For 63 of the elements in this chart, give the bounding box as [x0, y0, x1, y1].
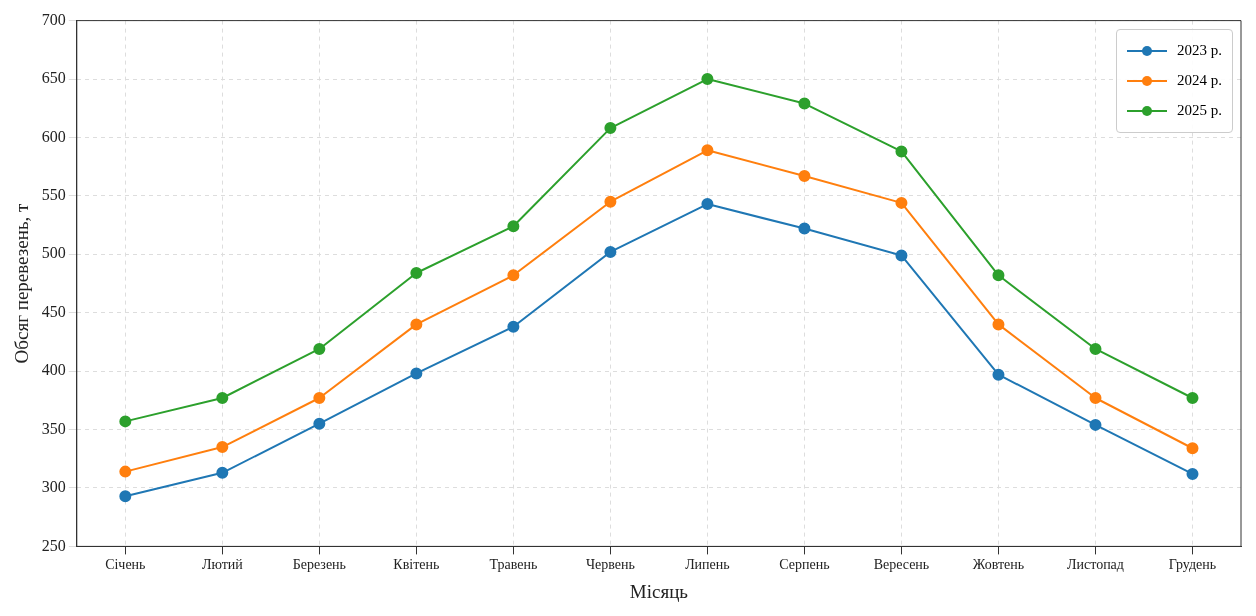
point: [604, 195, 617, 208]
y-tick-label: 250: [41, 536, 66, 554]
y-tick-label: 300: [41, 478, 66, 496]
point: [604, 245, 617, 258]
point: [216, 392, 229, 405]
x-tick-label: Листопад: [1066, 557, 1124, 573]
point: [604, 122, 617, 135]
point: [313, 342, 326, 355]
point: [798, 222, 811, 235]
x-tick-label: Квітень: [393, 557, 440, 573]
point: [507, 220, 520, 233]
x-axis-title: Місяць: [629, 580, 689, 602]
point: [798, 170, 811, 182]
x-tick-label: Жовтень: [972, 557, 1025, 573]
y-axis-title: Обсяг перевезень, т: [11, 202, 33, 364]
y-tick-label: 650: [41, 69, 66, 87]
point: [701, 73, 714, 86]
x-tick-label: Липень: [685, 557, 730, 573]
point: [992, 368, 1005, 381]
point: [119, 415, 132, 428]
point: [895, 249, 908, 262]
point: [992, 269, 1005, 282]
point: [410, 266, 423, 279]
point: [1089, 392, 1102, 405]
y-tick-label: 700: [41, 10, 66, 28]
point: [410, 318, 423, 331]
point: [1089, 342, 1102, 355]
x-tick-label: Лютий: [201, 557, 244, 573]
point: [1089, 418, 1102, 431]
y-tick-label: 350: [41, 419, 66, 437]
y-tick-label: 450: [41, 302, 66, 320]
point: [701, 144, 714, 157]
point: [1186, 392, 1199, 405]
point: [313, 417, 326, 430]
point: [895, 196, 908, 209]
x-tick-label: Серпень: [779, 557, 830, 573]
point: [313, 392, 326, 405]
point: [119, 465, 132, 478]
point: [507, 269, 520, 282]
point: [507, 320, 520, 333]
point: [216, 441, 229, 454]
legend-label: 2025 р.: [1177, 102, 1222, 120]
x-tick-label: Грудень: [1168, 557, 1217, 573]
x-tick-label: Вересень: [873, 557, 930, 573]
legend-label: 2023 р.: [1177, 42, 1222, 60]
point: [410, 367, 423, 380]
y-tick-label: 600: [41, 127, 66, 145]
x-tick-label: Березень: [292, 557, 346, 573]
y-tick-label: 400: [41, 361, 66, 379]
point: [119, 490, 132, 503]
x-tick-label: Червень: [585, 557, 635, 573]
x-tick-label: Січень: [105, 557, 146, 573]
point: [701, 198, 714, 211]
point: [216, 466, 229, 479]
point: [798, 97, 811, 110]
y-tick-label: 550: [41, 186, 66, 204]
point: [895, 145, 908, 158]
point: [1186, 467, 1199, 480]
point: [1186, 442, 1199, 455]
legend-label: 2024 р.: [1177, 72, 1222, 90]
point: [992, 318, 1005, 331]
x-tick-label: Травень: [489, 557, 538, 573]
y-tick-label: 500: [41, 244, 66, 262]
